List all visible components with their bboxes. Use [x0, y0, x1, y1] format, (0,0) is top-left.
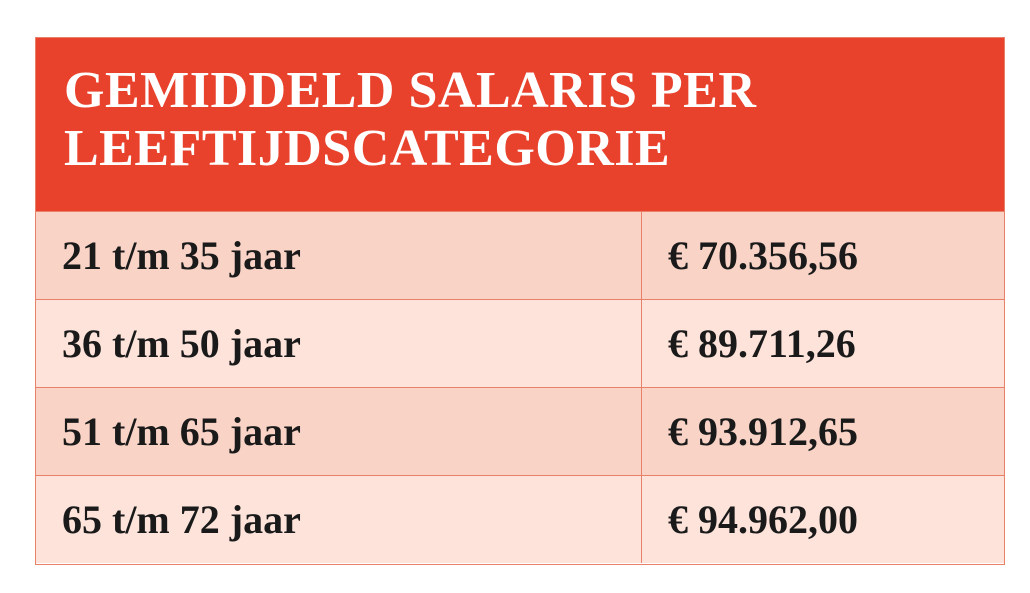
- table-title: GEMIDDELD SALARIS PER: [64, 62, 757, 119]
- age-category: 36 t/m 50 jaar: [36, 300, 642, 387]
- age-category: 65 t/m 72 jaar: [36, 476, 642, 563]
- table-row: 65 t/m 72 jaar € 94.962,00: [36, 475, 1004, 563]
- salary-value: € 94.962,00: [668, 497, 858, 542]
- table-body: 21 t/m 35 jaar € 70.356,56 36 t/m 50 jaar €…: [36, 211, 1004, 563]
- table-row: 51 t/m 65 jaar € 93.912,65: [36, 387, 1004, 475]
- salary-value: € 93.912,65: [668, 409, 858, 454]
- table-title: LEEFTIJDSCATEGORIE: [64, 120, 671, 177]
- salary-table: GEMIDDELD SALARIS PER LEEFTIJDSCATEGORIE …: [35, 37, 1005, 565]
- table-row: 21 t/m 35 jaar € 70.356,56: [36, 211, 1004, 299]
- table-header: GEMIDDELD SALARIS PER LEEFTIJDSCATEGORIE: [36, 38, 1004, 211]
- table-row: 36 t/m 50 jaar € 89.711,26: [36, 299, 1004, 387]
- salary-value: € 70.356,56: [668, 233, 858, 278]
- salary-value: € 89.711,26: [668, 321, 856, 366]
- age-category: 21 t/m 35 jaar: [36, 212, 642, 299]
- age-category: 51 t/m 65 jaar: [36, 388, 642, 475]
